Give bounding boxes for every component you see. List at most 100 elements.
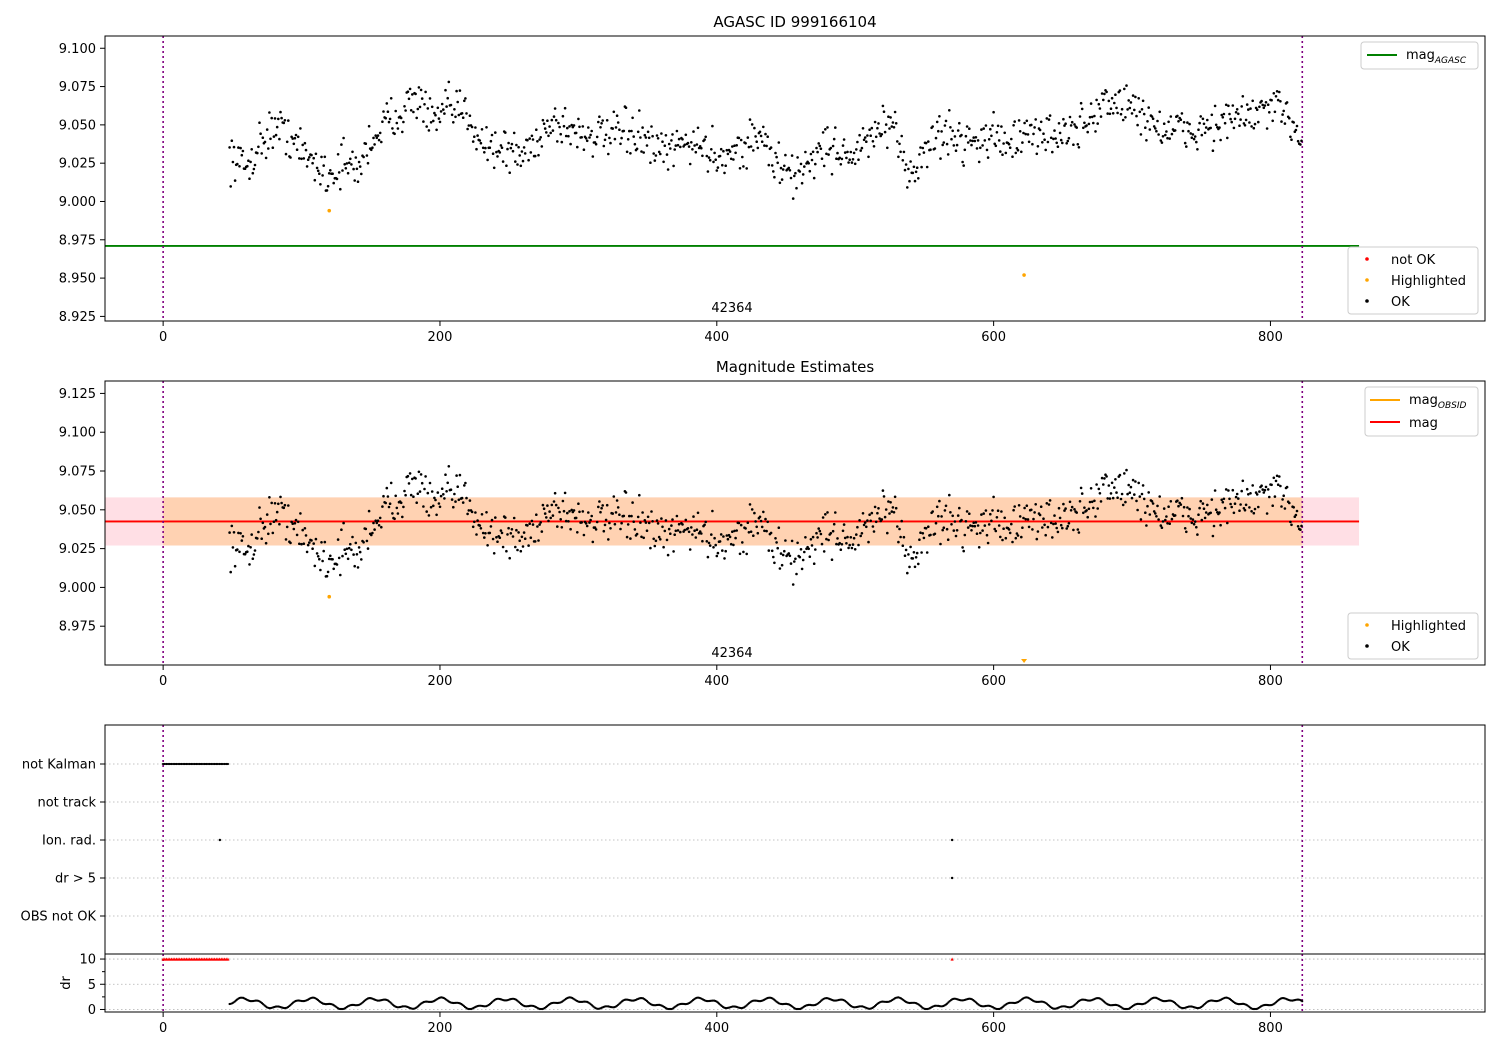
data-point [486, 158, 489, 162]
data-point [559, 132, 562, 136]
data-point [706, 170, 710, 173]
data-point [769, 531, 773, 535]
data-point [438, 505, 442, 509]
data-point [711, 509, 714, 513]
flag-category-label: not Kalman [22, 758, 96, 773]
data-point [536, 140, 539, 143]
data-point [703, 523, 706, 527]
data-point [976, 139, 980, 142]
data-point [574, 516, 578, 520]
data-point [615, 499, 619, 502]
data-point [897, 540, 900, 544]
data-point [1066, 139, 1070, 143]
data-point [824, 513, 827, 516]
data-point [304, 148, 308, 152]
data-point [350, 548, 353, 552]
data-point [1082, 511, 1085, 515]
data-point [842, 523, 846, 526]
data-point [406, 474, 410, 478]
data-point [382, 110, 385, 113]
data-point [531, 138, 535, 141]
data-point [847, 546, 850, 550]
data-point [881, 104, 885, 108]
data-point [258, 506, 261, 509]
data-point [1045, 502, 1049, 505]
data-point [1164, 133, 1167, 137]
data-point [277, 502, 280, 506]
data-point [241, 149, 245, 153]
data-point [415, 116, 419, 120]
data-point [956, 514, 960, 517]
data-point [238, 165, 241, 168]
data-point [471, 140, 475, 143]
data-point [626, 138, 630, 141]
data-point [964, 134, 968, 138]
data-point [386, 110, 390, 113]
data-point [849, 150, 853, 154]
data-point [1155, 129, 1158, 133]
data-point [480, 513, 484, 516]
data-point [1222, 497, 1226, 501]
data-point [1201, 502, 1205, 505]
data-point [1249, 107, 1252, 110]
data-point [340, 143, 343, 146]
data-point [777, 526, 781, 529]
data-point [228, 146, 231, 149]
data-point [540, 530, 544, 533]
data-point [1018, 130, 1022, 133]
data-point [418, 490, 422, 493]
data-point [838, 156, 841, 160]
data-point [639, 136, 642, 139]
data-point [251, 171, 255, 175]
data-point [1299, 143, 1302, 146]
data-point [1247, 493, 1250, 496]
data-point [376, 134, 380, 137]
data-point [687, 530, 691, 534]
data-point [973, 139, 977, 143]
data-point [674, 144, 678, 147]
data-point [1109, 107, 1113, 110]
data-point [546, 119, 549, 122]
data-point [1251, 484, 1254, 487]
data-point [514, 545, 517, 549]
data-point [631, 116, 634, 120]
data-point [1186, 121, 1189, 124]
data-point [750, 123, 754, 126]
data-point [662, 545, 665, 549]
data-point [843, 151, 847, 154]
data-point [1265, 127, 1269, 130]
data-point [629, 537, 632, 540]
data-point [703, 138, 706, 141]
data-point [715, 554, 719, 558]
data-point [480, 128, 484, 131]
data-point [966, 526, 970, 529]
data-point [961, 546, 964, 549]
data-point [567, 520, 570, 523]
data-point [284, 152, 288, 156]
data-point [800, 181, 804, 185]
data-point [1274, 95, 1278, 98]
data-point [1209, 511, 1212, 515]
data-point [1049, 136, 1053, 140]
data-point [971, 524, 974, 528]
data-point [664, 519, 668, 522]
data-point [821, 516, 825, 519]
data-point [252, 553, 256, 556]
data-point [347, 546, 351, 550]
data-point [1077, 531, 1081, 534]
data-point [707, 156, 711, 159]
data-point [414, 92, 417, 96]
data-point [1106, 497, 1109, 500]
data-point [1129, 485, 1133, 489]
data-point [1017, 504, 1021, 507]
data-point [512, 131, 516, 135]
data-point [1167, 505, 1170, 509]
data-point [510, 142, 514, 146]
data-point [388, 117, 392, 121]
data-point [1229, 502, 1232, 506]
data-point [601, 119, 604, 122]
data-point [752, 534, 755, 537]
data-point [647, 521, 651, 525]
data-point [478, 139, 482, 142]
data-point [1061, 526, 1064, 530]
